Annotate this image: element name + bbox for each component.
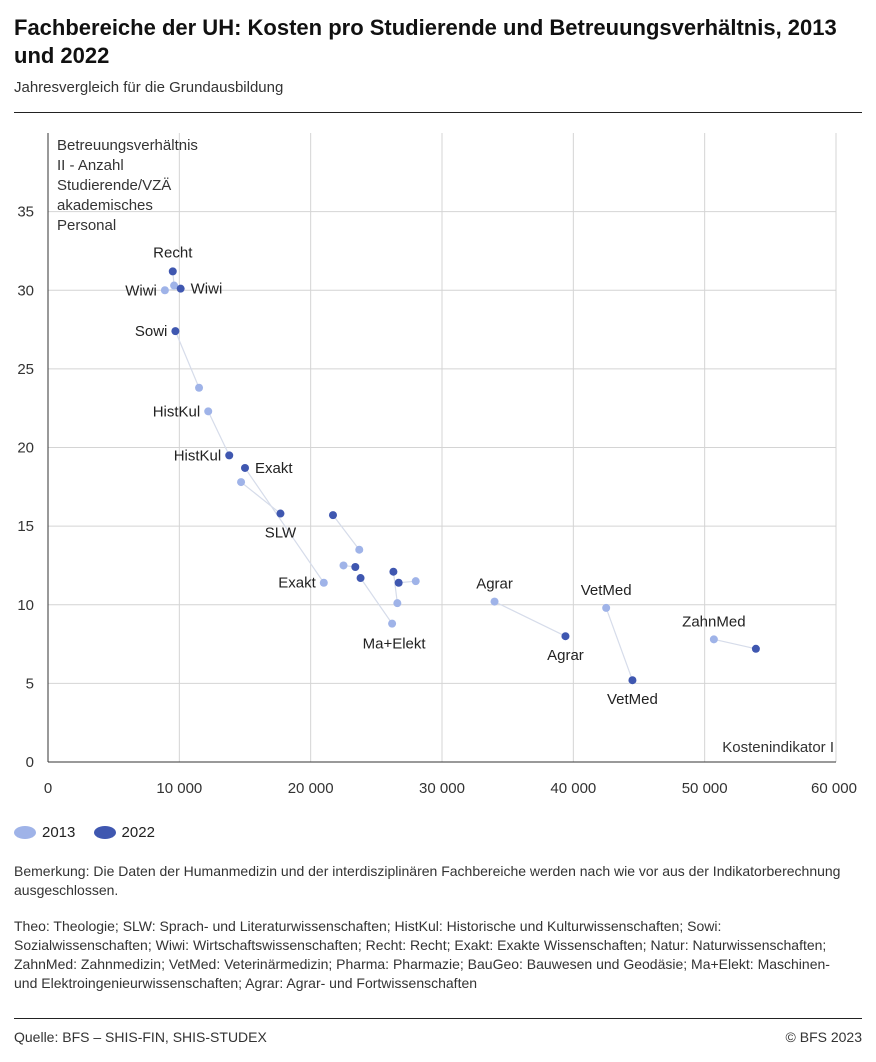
point-2013-vetmed[interactable] — [602, 603, 611, 612]
point-2022-wiwi[interactable] — [176, 284, 185, 293]
data-label-2022-slw: SLW — [265, 525, 297, 542]
point-2022-maelekt[interactable] — [356, 574, 365, 583]
connector-exakt — [244, 467, 325, 584]
y-tick-label: 10 — [17, 597, 34, 614]
chart-title: Fachbereiche der UH: Kosten pro Studiere… — [14, 15, 837, 68]
data-label-2022-wiwi: Wiwi — [191, 281, 223, 298]
point-2013-slw[interactable] — [237, 478, 246, 487]
point-2013-agrar[interactable] — [490, 597, 499, 606]
connector-theo — [392, 571, 398, 604]
point-2022-sowi[interactable] — [171, 327, 180, 336]
legend-item-2022[interactable]: 2022 — [93, 824, 155, 841]
connector-sowi — [174, 330, 200, 388]
abbreviations-note: Theo: Theologie; SLW: Sprach- und Litera… — [14, 918, 830, 991]
connector-pharma — [332, 514, 360, 551]
y-tick-label: 0 — [26, 754, 34, 771]
data-label-2013-histkul: HistKul — [153, 403, 201, 420]
point-2022-slw[interactable] — [276, 509, 285, 518]
x-tick-label: 60 000 — [811, 780, 857, 797]
x-tick-label: 40 000 — [550, 780, 596, 797]
x-tick-label: 0 — [44, 780, 52, 797]
y-tick-label: 20 — [17, 440, 34, 457]
connector-zahnmed — [713, 638, 757, 650]
x-tick-label: 10 000 — [156, 780, 202, 797]
bottom-divider — [14, 1018, 862, 1019]
point-2022-vetmed[interactable] — [628, 676, 637, 685]
y-axis-title: akademisches — [57, 197, 153, 214]
point-2022-baugeo[interactable] — [394, 578, 403, 587]
connector-histkul — [207, 411, 230, 456]
data-label-2013-agrar: Agrar — [476, 576, 513, 593]
data-label-2013-exakt: Exakt — [278, 575, 316, 592]
x-axis-title: Kostenindikator I — [722, 739, 834, 756]
data-label-2022-vetmed: VetMed — [607, 691, 658, 708]
point-2013-baugeo[interactable] — [411, 577, 420, 586]
y-axis-title: Personal — [57, 217, 116, 234]
x-tick-label: 20 000 — [288, 780, 334, 797]
data-label-2013-maelekt: Ma+Elekt — [363, 636, 427, 653]
legend-item-2013[interactable]: 2013 — [14, 824, 75, 841]
point-2013-pharma[interactable] — [355, 545, 364, 554]
point-2013-theo[interactable] — [393, 599, 402, 608]
legend-swatch-2022 — [93, 826, 116, 839]
connector-slw — [240, 481, 281, 515]
legend-swatch-2013 — [14, 826, 36, 839]
data-label-2022-exakt: Exakt — [255, 460, 293, 477]
point-2013-wiwi[interactable] — [160, 286, 169, 295]
data-label-2013-wiwi: Wiwi — [125, 282, 157, 299]
point-2013-maelekt[interactable] — [388, 619, 397, 628]
y-tick-label: 35 — [17, 204, 34, 221]
point-2022-histkul[interactable] — [225, 451, 234, 460]
y-tick-label: 30 — [17, 282, 34, 299]
y-tick-label: 5 — [26, 675, 34, 692]
legend-label-2013: 2013 — [42, 824, 76, 841]
data-label-2022-recht: Recht — [153, 244, 193, 261]
y-axis-title: Studierende/VZÄ — [57, 177, 171, 194]
connector-agrar — [494, 601, 566, 637]
point-2013-recht[interactable] — [170, 281, 179, 290]
data-label-2022-agrar: Agrar — [547, 647, 584, 664]
point-2013-histkul[interactable] — [204, 407, 213, 416]
chart-subtitle: Jahresvergleich für die Grundausbildung — [14, 79, 284, 96]
point-2013-sowi[interactable] — [195, 383, 204, 392]
point-2022-theo[interactable] — [389, 567, 398, 576]
top-divider — [14, 112, 862, 113]
data-label-2022-histkul: HistKul — [174, 447, 222, 464]
y-axis-title: II - Anzahl — [57, 157, 124, 174]
legend-label-2022: 2022 — [121, 824, 155, 841]
data-label-2022-sowi: Sowi — [135, 323, 168, 340]
point-2022-pharma[interactable] — [328, 511, 337, 520]
data-label-2013-zahnmed: ZahnMed — [682, 613, 745, 630]
connector-vetmed — [605, 607, 633, 681]
legend: 2013 2022 — [14, 824, 169, 843]
x-tick-label: 50 000 — [682, 780, 728, 797]
y-tick-label: 15 — [17, 518, 34, 535]
scatter-chart: 0 5 10 15 20 25 30 35 0 10 000 20 000 30 000 40 000 5… — [17, 133, 857, 797]
point-2022-natur[interactable] — [351, 563, 360, 572]
point-2022-recht[interactable] — [168, 267, 177, 276]
data-label-2013-vetmed: VetMed — [581, 582, 632, 599]
point-2022-zahnmed[interactable] — [751, 644, 760, 653]
point-2022-exakt[interactable] — [241, 463, 249, 472]
copyright-note: © BFS 2023 — [785, 1029, 862, 1045]
source-note: Quelle: BFS – SHIS-FIN, SHIS-STUDEX — [14, 1029, 267, 1045]
x-tick-label: 30 000 — [419, 780, 465, 797]
point-2013-natur[interactable] — [339, 561, 348, 570]
point-2013-zahnmed[interactable] — [709, 635, 718, 644]
y-axis-title: Betreuungsverhältnis — [57, 137, 198, 154]
point-2013-exakt[interactable] — [319, 578, 328, 587]
point-2022-agrar[interactable] — [561, 632, 570, 641]
y-tick-label: 25 — [17, 361, 34, 378]
connector-maelekt — [360, 577, 393, 624]
remark-note: Bemerkung: Die Daten der Humanmedizin un… — [14, 863, 841, 898]
